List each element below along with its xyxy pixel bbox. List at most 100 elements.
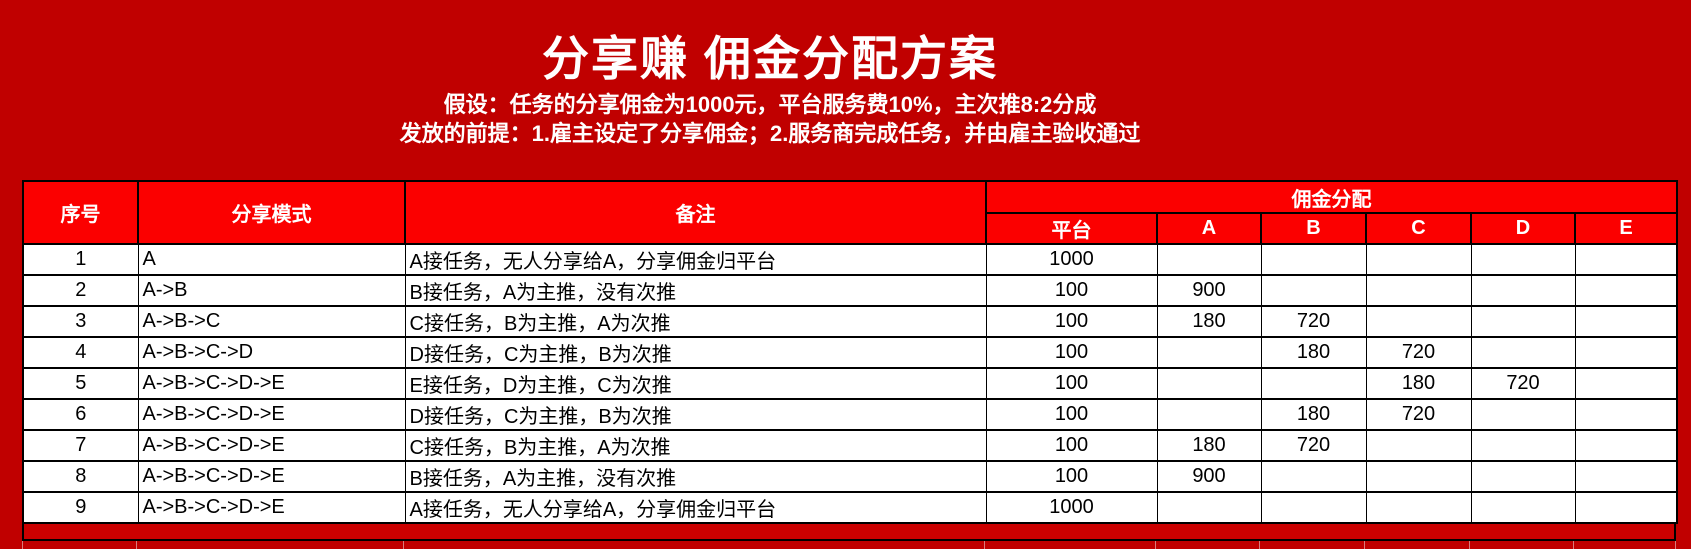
value-cell-c[interactable]: 720	[1365, 398, 1472, 431]
value-cell-platform[interactable]: 100	[985, 367, 1158, 400]
mode-cell[interactable]: A	[137, 243, 406, 276]
value-cell-a[interactable]: 180	[1156, 305, 1262, 338]
column-header-d[interactable]: D	[1470, 212, 1576, 245]
value-cell-d[interactable]	[1470, 429, 1576, 462]
value-cell-a[interactable]: 180	[1156, 429, 1262, 462]
row-index-cell[interactable]: 6	[22, 398, 139, 431]
row-index-cell[interactable]: 2	[22, 274, 139, 307]
value-cell-e[interactable]	[1574, 243, 1678, 276]
mode-cell[interactable]: A->B->C->D->E	[137, 429, 406, 462]
row-index-cell[interactable]: 8	[22, 460, 139, 493]
value-cell-b[interactable]: 720	[1260, 305, 1367, 338]
value-cell-b[interactable]: 180	[1260, 398, 1367, 431]
value-cell-b[interactable]	[1260, 243, 1367, 276]
value-cell-d[interactable]	[1470, 243, 1576, 276]
row-index-cell[interactable]: 7	[22, 429, 139, 462]
value-cell-a[interactable]	[1156, 491, 1262, 524]
table-row: 1 A A接任务，无人分享给A，分享佣金归平台 1000	[22, 243, 1678, 276]
row-index-cell[interactable]: 1	[22, 243, 139, 276]
value-cell-platform[interactable]: 1000	[985, 243, 1158, 276]
gridline-stub-cell	[985, 541, 1156, 549]
value-cell-e[interactable]	[1574, 398, 1678, 431]
row-index-cell[interactable]: 3	[22, 305, 139, 338]
value-cell-c[interactable]: 180	[1365, 367, 1472, 400]
column-header-index[interactable]: 序号	[22, 180, 139, 245]
value-cell-platform[interactable]: 100	[985, 429, 1158, 462]
column-header-platform[interactable]: 平台	[985, 212, 1158, 245]
value-cell-c[interactable]: 720	[1365, 336, 1472, 369]
value-cell-c[interactable]	[1365, 243, 1472, 276]
value-cell-a[interactable]	[1156, 367, 1262, 400]
value-cell-e[interactable]	[1574, 274, 1678, 307]
value-cell-a[interactable]	[1156, 243, 1262, 276]
column-header-a[interactable]: A	[1156, 212, 1262, 245]
remark-cell[interactable]: A接任务，无人分享给A，分享佣金归平台	[404, 243, 987, 276]
value-cell-platform[interactable]: 100	[985, 305, 1158, 338]
value-cell-c[interactable]	[1365, 429, 1472, 462]
value-cell-e[interactable]	[1574, 460, 1678, 493]
remark-cell[interactable]: E接任务，D为主推，C为次推	[404, 367, 987, 400]
value-cell-e[interactable]	[1574, 429, 1678, 462]
value-cell-c[interactable]	[1365, 305, 1472, 338]
value-cell-b[interactable]	[1260, 460, 1367, 493]
value-cell-d[interactable]: 720	[1470, 367, 1576, 400]
value-cell-a[interactable]: 900	[1156, 274, 1262, 307]
mode-cell[interactable]: A->B->C->D->E	[137, 398, 406, 431]
remark-cell[interactable]: C接任务，B为主推，A为次推	[404, 429, 987, 462]
value-cell-d[interactable]	[1470, 491, 1576, 524]
value-cell-d[interactable]	[1470, 398, 1576, 431]
row-index-cell[interactable]: 9	[22, 491, 139, 524]
value-cell-e[interactable]	[1574, 336, 1678, 369]
value-cell-b[interactable]	[1260, 491, 1367, 524]
value-cell-d[interactable]	[1470, 274, 1576, 307]
column-header-remark[interactable]: 备注	[404, 180, 987, 245]
column-header-mode[interactable]: 分享模式	[137, 180, 406, 245]
remark-cell[interactable]: B接任务，A为主推，没有次推	[404, 274, 987, 307]
value-cell-c[interactable]	[1365, 274, 1472, 307]
mode-cell[interactable]: A->B->C	[137, 305, 406, 338]
value-cell-b[interactable]	[1260, 367, 1367, 400]
mode-cell[interactable]: A->B->C->D->E	[137, 367, 406, 400]
mode-cell[interactable]: A->B->C->D	[137, 336, 406, 369]
value-cell-platform[interactable]: 100	[985, 460, 1158, 493]
header-row-sub: 平台 A B C D E	[23, 212, 1679, 245]
value-cell-b[interactable]: 720	[1260, 429, 1367, 462]
value-cell-d[interactable]	[1470, 460, 1576, 493]
remark-cell[interactable]: C接任务，B为主推，A为次推	[404, 305, 987, 338]
value-cell-a[interactable]: 900	[1156, 460, 1262, 493]
column-header-c[interactable]: C	[1365, 212, 1472, 245]
gridline-stub-cell	[1574, 541, 1676, 549]
value-cell-c[interactable]	[1365, 460, 1472, 493]
value-cell-b[interactable]	[1260, 274, 1367, 307]
remark-cell[interactable]: D接任务，C为主推，B为次推	[404, 336, 987, 369]
value-cell-d[interactable]	[1470, 336, 1576, 369]
value-cell-a[interactable]	[1156, 336, 1262, 369]
gridline-stub-cell	[404, 541, 985, 549]
gridline-stub-cell	[1365, 541, 1470, 549]
remark-cell[interactable]: B接任务，A为主推，没有次推	[404, 460, 987, 493]
value-cell-platform[interactable]: 1000	[985, 491, 1158, 524]
remark-cell[interactable]: D接任务，C为主推，B为次推	[404, 398, 987, 431]
value-cell-e[interactable]	[1574, 491, 1678, 524]
remark-cell[interactable]: A接任务，无人分享给A，分享佣金归平台	[404, 491, 987, 524]
mode-cell[interactable]: A->B->C->D->E	[137, 491, 406, 524]
value-cell-b[interactable]: 180	[1260, 336, 1367, 369]
value-cell-platform[interactable]: 100	[985, 336, 1158, 369]
value-cell-platform[interactable]: 100	[985, 398, 1158, 431]
table-row: 9 A->B->C->D->E A接任务，无人分享给A，分享佣金归平台 1000	[22, 491, 1678, 524]
page-title: 分享赚 佣金分配方案	[541, 32, 999, 85]
row-index-cell[interactable]: 5	[22, 367, 139, 400]
mode-cell[interactable]: A->B->C->D->E	[137, 460, 406, 493]
column-header-commission-group[interactable]: 佣金分配	[984, 180, 1679, 214]
column-header-b[interactable]: B	[1260, 212, 1367, 245]
row-index-cell[interactable]: 4	[22, 336, 139, 369]
value-cell-platform[interactable]: 100	[985, 274, 1158, 307]
mode-cell[interactable]: A->B	[137, 274, 406, 307]
value-cell-d[interactable]	[1470, 305, 1576, 338]
value-cell-e[interactable]	[1574, 367, 1678, 400]
red-band	[22, 524, 1676, 541]
value-cell-c[interactable]	[1365, 491, 1472, 524]
column-header-e[interactable]: E	[1573, 212, 1679, 245]
value-cell-a[interactable]	[1156, 398, 1262, 431]
value-cell-e[interactable]	[1574, 305, 1678, 338]
